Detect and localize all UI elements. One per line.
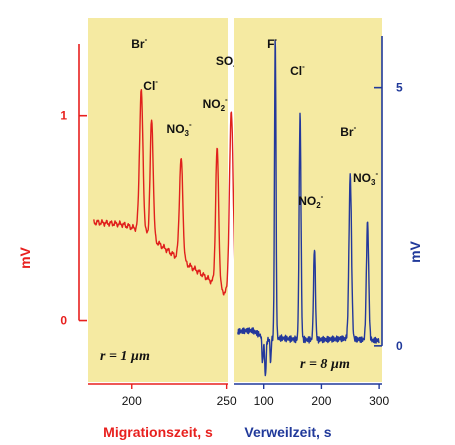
right-axes: 100 200 300 0 5 <box>234 36 403 408</box>
right-annotation: r = 8 µm <box>300 357 350 372</box>
left-x-tick-label: 250 <box>217 394 237 408</box>
left-plot-background <box>88 18 228 382</box>
peak-label: Br- <box>131 35 147 51</box>
left-x-axis-label: Migrationszeit, s <box>103 424 213 440</box>
right-plot-background <box>234 18 382 382</box>
peak-label: NO3- <box>167 120 192 138</box>
right-y-axis-label: mV <box>407 240 423 262</box>
right-trace-line <box>237 39 380 377</box>
right-peak-labels: F- Cl- NO2- Br- NO3- <box>267 35 378 210</box>
peak-label: NO2- <box>298 192 323 210</box>
left-y-tick-label: 1 <box>60 109 67 123</box>
left-x-tick-label: 200 <box>122 394 142 408</box>
peak-label: Br- <box>340 123 356 139</box>
right-y-tick-label: 5 <box>396 81 403 95</box>
right-y-tick-label: 0 <box>396 339 403 353</box>
right-x-tick-label: 200 <box>311 394 331 408</box>
left-axes: 200 250 0 1 <box>60 44 237 408</box>
peak-label: NO2- <box>203 95 228 113</box>
right-x-axis-label: Verweilzeit, s <box>244 424 331 440</box>
left-y-axis-label: mV <box>17 246 33 268</box>
right-panel: 100 200 300 0 5 F- Cl- NO2- Br- NO3- Verweilzeit… <box>234 18 423 440</box>
left-y-tick-label: 0 <box>60 314 67 328</box>
peak-label: F- <box>267 35 277 51</box>
peak-label: Cl- <box>290 62 305 78</box>
peak-label: NO3- <box>353 169 378 187</box>
peak-label: Cl- <box>143 77 158 93</box>
right-x-tick-label: 100 <box>254 394 274 408</box>
left-annotation: r = 1 µm <box>100 349 150 364</box>
right-x-tick-label: 300 <box>369 394 389 408</box>
